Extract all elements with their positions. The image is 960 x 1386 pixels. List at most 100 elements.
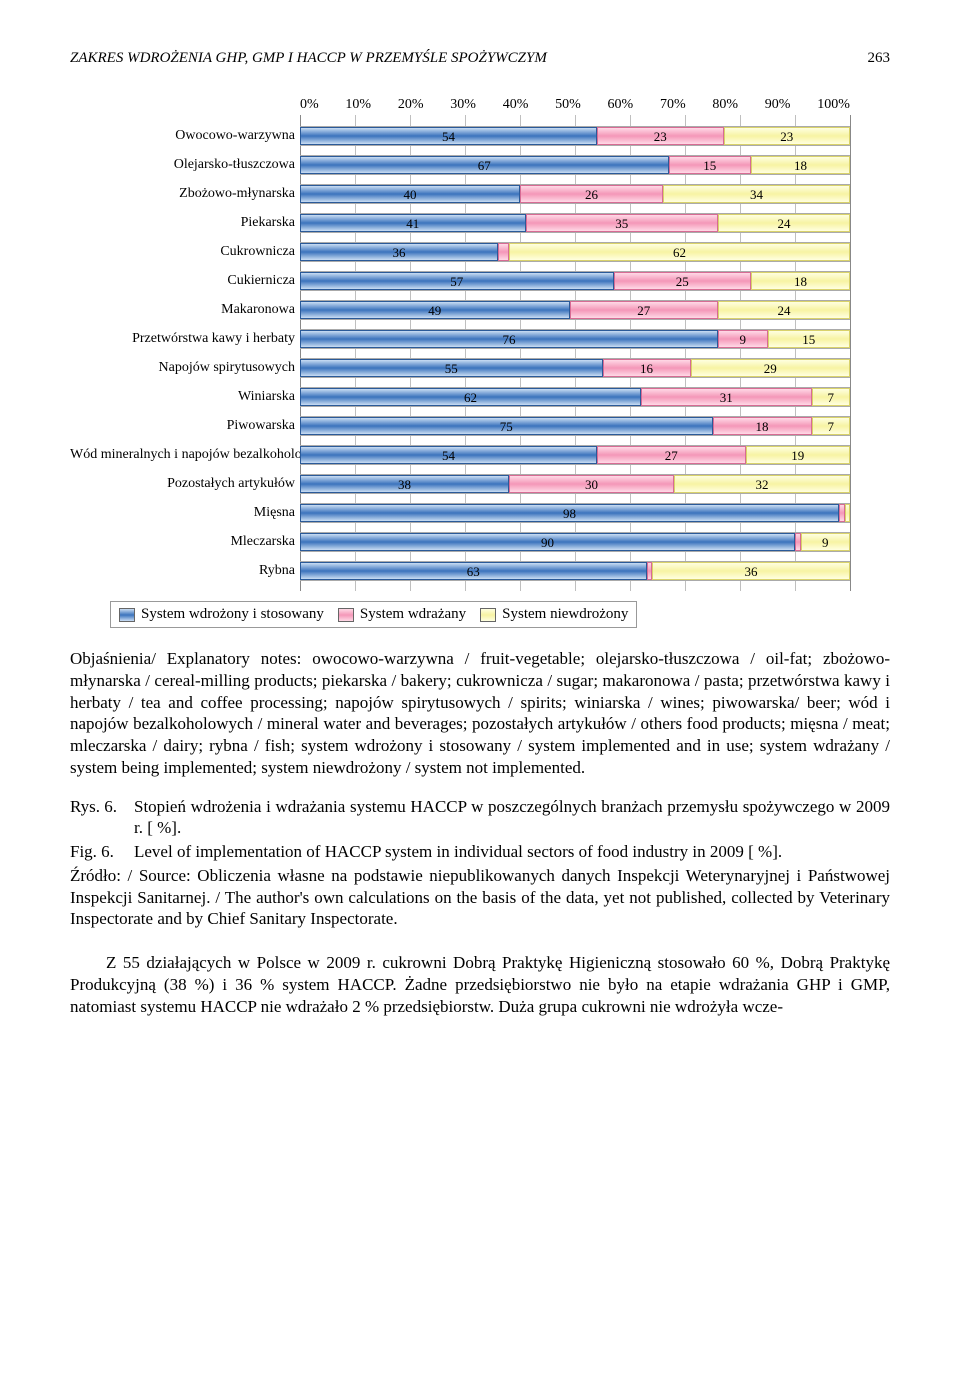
- caption-text: Level of implementation of HACCP system …: [134, 841, 890, 863]
- bar-segment: 23: [597, 127, 724, 145]
- figure-captions: Rys. 6. Stopień wdrożenia i wdrażania sy…: [70, 796, 890, 931]
- bar-track: 62317: [300, 387, 850, 407]
- category-label: Rybna: [70, 563, 300, 579]
- bar-segment: 29: [691, 359, 851, 377]
- category-label: Wód mineralnych i napojów bezalkoholowyc…: [70, 447, 300, 463]
- bar-segment: 7: [812, 388, 851, 406]
- bar-row: Cukrownicza3662: [70, 237, 890, 266]
- bar-track: 383032: [300, 474, 850, 494]
- x-tick-label: 60%: [608, 97, 634, 113]
- bar-segment: 41: [300, 214, 526, 232]
- legend-label: System wdrożony i stosowany: [141, 606, 324, 623]
- bar-segment: 18: [751, 156, 850, 174]
- bar-row: Piekarska413524: [70, 208, 890, 237]
- bar-segment: 19: [746, 446, 851, 464]
- bar-row: Zbożowo-młynarska402634: [70, 179, 890, 208]
- bar-segment: 24: [718, 301, 850, 319]
- bar-segment: 27: [570, 301, 719, 319]
- legend-item-yellow: System niewdrożony: [480, 606, 628, 623]
- bar-segment: 76: [300, 330, 718, 348]
- x-tick-label: 50%: [555, 97, 581, 113]
- bar-segment: 54: [300, 446, 597, 464]
- bar-segment: 40: [300, 185, 520, 203]
- bar-segment: [845, 504, 851, 522]
- legend-item-blue: System wdrożony i stosowany: [119, 606, 324, 623]
- bars-container: Owocowo-warzywna542323Olejarsko-tłuszczo…: [70, 121, 890, 585]
- bar-segment: [498, 243, 509, 261]
- bar-row: Cukiernicza572518: [70, 266, 890, 295]
- bar-track: 6336: [300, 561, 850, 581]
- bar-segment: 32: [674, 475, 850, 493]
- swatch-yellow: [480, 608, 496, 622]
- x-axis: 0%10%20%30%40%50%60%70%80%90%100%: [300, 97, 850, 113]
- bar-segment: 25: [614, 272, 752, 290]
- category-label: Napojów spirytusowych: [70, 360, 300, 376]
- x-tick-label: 100%: [817, 97, 850, 113]
- bar-track: 542719: [300, 445, 850, 465]
- bar-segment: 23: [724, 127, 851, 145]
- bar-track: 402634: [300, 184, 850, 204]
- bar-segment: 54: [300, 127, 597, 145]
- bar-segment: 34: [663, 185, 850, 203]
- bar-track: 492724: [300, 300, 850, 320]
- bar-track: 75187: [300, 416, 850, 436]
- legend-item-pink: System wdrażany: [338, 606, 466, 623]
- legend-label: System niewdrożony: [502, 606, 628, 623]
- bar-segment: 63: [300, 562, 647, 580]
- bar-segment: 49: [300, 301, 570, 319]
- bar-track: 551629: [300, 358, 850, 378]
- bar-row: Pozostałych artykułów383032: [70, 469, 890, 498]
- bar-segment: 15: [669, 156, 752, 174]
- running-title: ZAKRES WDROŻENIA GHP, GMP I HACCP W PRZE…: [70, 50, 547, 67]
- bar-row: Olejarsko-tłuszczowa671518: [70, 150, 890, 179]
- bar-segment: 55: [300, 359, 603, 377]
- bar-segment: 90: [300, 533, 795, 551]
- caption-text: Stopień wdrożenia i wdrażania systemu HA…: [134, 796, 890, 840]
- bar-segment: 18: [713, 417, 812, 435]
- x-tick-label: 70%: [660, 97, 686, 113]
- bar-segment: 38: [300, 475, 509, 493]
- bar-row: Makaronowa492724: [70, 295, 890, 324]
- bar-track: 90 9: [300, 532, 850, 552]
- bar-segment: 9: [801, 533, 851, 551]
- x-tick-label: 80%: [712, 97, 738, 113]
- bar-row: Mięsna98: [70, 498, 890, 527]
- bar-segment: 30: [509, 475, 674, 493]
- bar-segment: 26: [520, 185, 663, 203]
- bar-track: 76915: [300, 329, 850, 349]
- bar-segment: 16: [603, 359, 691, 377]
- swatch-blue: [119, 608, 135, 622]
- x-tick-label: 0%: [300, 97, 319, 113]
- bar-segment: 18: [751, 272, 850, 290]
- page-number: 263: [868, 50, 891, 67]
- bar-row: Napojów spirytusowych551629: [70, 353, 890, 382]
- x-tick-label: 40%: [503, 97, 529, 113]
- bar-track: 572518: [300, 271, 850, 291]
- bar-row: Przetwórstwa kawy i herbaty76915: [70, 324, 890, 353]
- stacked-bar-chart: 0%10%20%30%40%50%60%70%80%90%100% Owocow…: [70, 97, 890, 585]
- category-label: Zbożowo-młynarska: [70, 186, 300, 202]
- category-label: Cukiernicza: [70, 273, 300, 289]
- bar-segment: 35: [526, 214, 719, 232]
- source-text: Źródło: / Source: Obliczenia własne na p…: [70, 865, 890, 930]
- bar-segment: 67: [300, 156, 669, 174]
- bar-track: 3662: [300, 242, 850, 262]
- category-label: Mięsna: [70, 505, 300, 521]
- category-label: Mleczarska: [70, 534, 300, 550]
- bar-segment: 31: [641, 388, 812, 406]
- bar-segment: 57: [300, 272, 614, 290]
- bar-segment: 75: [300, 417, 713, 435]
- swatch-pink: [338, 608, 354, 622]
- explanatory-notes: Objaśnienia/ Explanatory notes: owocowo-…: [70, 648, 890, 779]
- caption-label: Rys. 6.: [70, 796, 134, 840]
- category-label: Pozostałych artykułów: [70, 476, 300, 492]
- legend-label: System wdrażany: [360, 606, 466, 623]
- bar-row: Mleczarska90 9: [70, 527, 890, 556]
- category-label: Olejarsko-tłuszczowa: [70, 157, 300, 173]
- x-tick-label: 30%: [450, 97, 476, 113]
- bar-track: 671518: [300, 155, 850, 175]
- bar-segment: 15: [768, 330, 851, 348]
- chart-legend: System wdrożony i stosowany System wdraż…: [110, 601, 637, 628]
- bar-row: Rybna6336: [70, 556, 890, 585]
- bar-row: Wód mineralnych i napojów bezalkoholowyc…: [70, 440, 890, 469]
